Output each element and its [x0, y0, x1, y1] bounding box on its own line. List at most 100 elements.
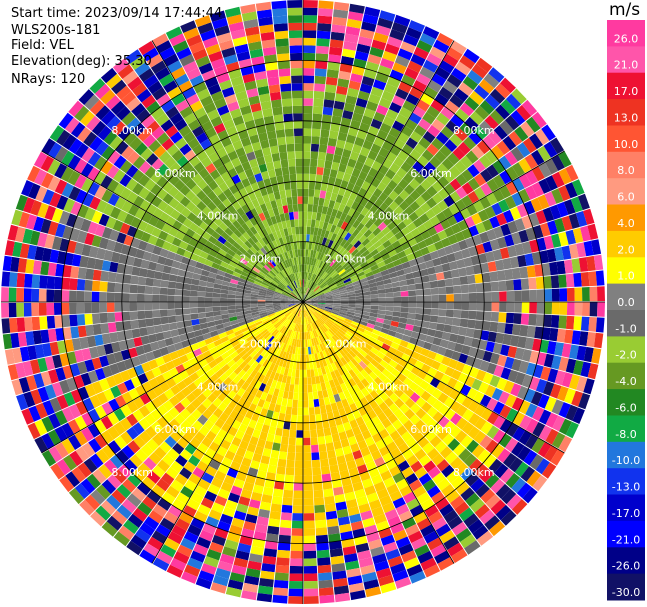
ppi-gate-cell [47, 176, 61, 192]
ppi-gate-cell [436, 112, 450, 126]
ppi-gate-cell [311, 242, 316, 251]
ppi-gate-cell [261, 424, 270, 434]
ppi-gate-cell [550, 315, 560, 328]
ppi-gate-cell [354, 535, 368, 546]
ppi-gate-cell [373, 272, 382, 279]
ppi-gate-cell [81, 244, 92, 257]
ppi-gate-cell [344, 223, 353, 233]
ppi-gate-cell [313, 266, 319, 275]
ppi-gate-cell [340, 294, 348, 298]
ppi-gate-cell [250, 328, 259, 335]
ppi-gate-cell [272, 207, 280, 216]
ppi-gate-cell [144, 285, 153, 295]
ppi-gate-cell [308, 181, 316, 190]
ppi-gate-cell [371, 450, 382, 461]
ppi-gate-cell [427, 485, 441, 498]
ppi-gate-cell [203, 378, 214, 388]
ppi-gate-cell [143, 74, 159, 89]
ppi-gate-cell [258, 382, 267, 392]
ppi-gate-cell [270, 449, 280, 459]
ppi-gate-cell [297, 302, 303, 308]
ppi-gate-cell [220, 261, 229, 269]
ppi-gate-cell [293, 483, 303, 491]
ppi-gate-cell [51, 208, 64, 223]
ppi-gate-cell [298, 339, 301, 348]
ppi-gate-cell [320, 129, 330, 138]
ppi-gate-cell [317, 15, 333, 25]
ppi-gate-cell [281, 306, 289, 311]
ppi-gate-cell [412, 105, 426, 118]
ppi-gate-cell [183, 60, 198, 74]
ppi-gate-cell [293, 384, 299, 393]
ppi-gate-cell [351, 277, 360, 283]
ppi-gate-cell [538, 425, 552, 441]
ppi-gate-cell [217, 192, 228, 203]
ppi-gate-cell [317, 295, 325, 298]
ppi-gate-cell [279, 342, 285, 351]
colorbar-tick-label: 21.0 [614, 59, 639, 72]
colorbar-swatch [607, 310, 645, 337]
ppi-gate-cell [328, 215, 336, 225]
range-ring-label: 4.00km [368, 380, 410, 393]
ppi-gate-cell [261, 219, 269, 228]
ppi-gate-cell [1, 302, 9, 318]
ppi-gate-cell [229, 108, 242, 119]
ppi-gate-cell [281, 436, 289, 445]
ppi-gate-cell [227, 305, 236, 310]
ppi-gate-cell [195, 353, 205, 363]
ppi-gate-cell [152, 385, 164, 397]
ppi-gate-cell [246, 151, 256, 161]
ppi-gate-cell [183, 277, 193, 285]
ppi-gate-cell [222, 218, 232, 228]
ppi-gate-cell [285, 286, 292, 293]
ppi-gate-cell [383, 206, 394, 217]
ppi-gate-cell [315, 276, 321, 284]
ppi-gate-cell [273, 579, 289, 589]
ppi-gate-cell [152, 207, 164, 219]
ppi-gate-cell [543, 141, 558, 158]
ppi-gate-cell [368, 93, 381, 105]
ppi-gate-cell [445, 309, 454, 318]
ppi-gate-cell [55, 328, 65, 341]
ppi-gate-cell [156, 93, 171, 107]
ppi-gate-cell [394, 454, 406, 466]
ppi-gate-cell [344, 491, 356, 502]
colorbar-tick-label: 0.0 [617, 296, 635, 309]
ppi-gate-cell [257, 324, 265, 331]
ppi-gate-cell [324, 91, 336, 101]
ppi-gate-cell [417, 354, 428, 364]
ppi-gate-cell [323, 198, 330, 208]
ppi-gate-cell [44, 234, 55, 249]
ppi-gate-cell [312, 234, 317, 243]
ppi-gate-cell [263, 277, 272, 284]
ppi-gate-cell [422, 479, 437, 492]
ppi-gate-cell [532, 338, 542, 352]
ppi-gate-cell [580, 272, 590, 287]
ppi-gate-cell [382, 502, 396, 514]
ppi-gate-cell [409, 201, 420, 212]
ppi-gate-cell [265, 234, 272, 244]
ppi-gate-cell [237, 171, 248, 181]
ppi-gate-cell [212, 292, 221, 298]
ppi-gate-cell [356, 372, 365, 382]
ppi-gate-cell [284, 310, 291, 316]
ppi-gate-cell [65, 471, 80, 488]
ppi-gate-cell [187, 425, 199, 437]
ppi-gate-cell [148, 333, 158, 343]
ppi-gate-cell [213, 435, 224, 446]
ppi-gate-cell [73, 216, 85, 230]
ppi-gate-cell [85, 268, 95, 280]
ppi-gate-cell [303, 362, 307, 370]
ppi-gate-cell [376, 284, 385, 290]
ppi-gate-cell [248, 41, 262, 51]
ppi-gate-cell [295, 437, 303, 446]
ppi-gate-cell [174, 413, 186, 425]
ppi-gate-cell [468, 346, 478, 358]
ppi-gate-cell [410, 351, 421, 360]
ppi-gate-cell [403, 247, 414, 256]
ppi-gate-cell [387, 221, 397, 231]
ppi-gate-cell [221, 285, 230, 291]
ppi-gate-cell [175, 99, 190, 112]
ppi-gate-cell [499, 170, 512, 185]
ppi-gate-cell [304, 309, 307, 317]
